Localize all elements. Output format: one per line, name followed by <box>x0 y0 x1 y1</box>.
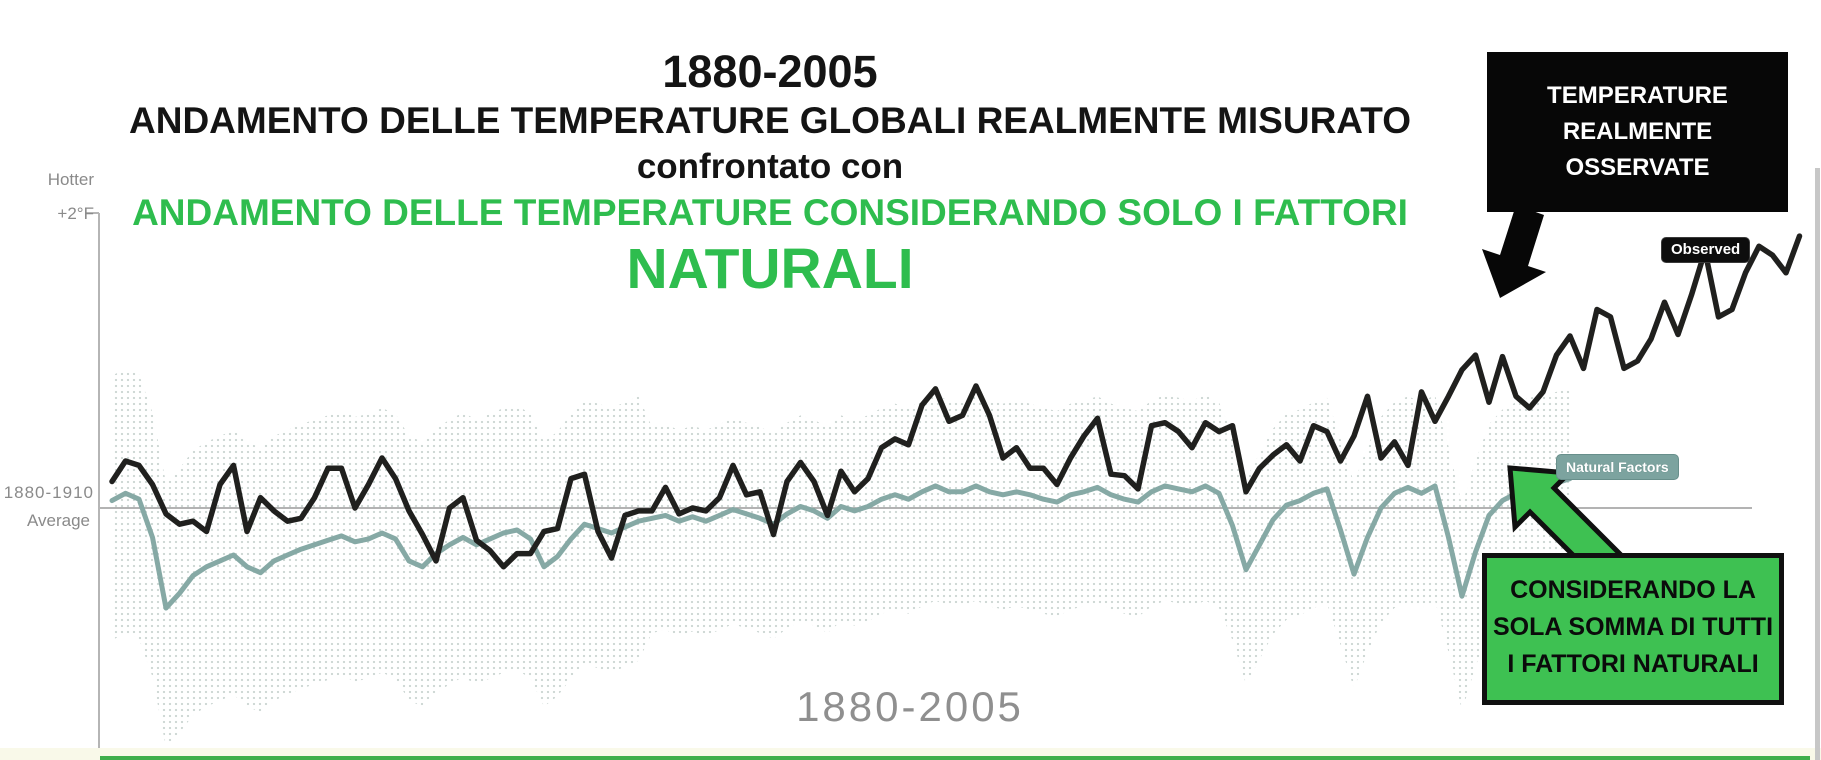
natural-factors-series-badge: Natural Factors <box>1556 454 1679 480</box>
observed-temperature-line <box>109 233 1803 570</box>
baseline-label-years: 1880-1910 <box>3 483 94 502</box>
natural-callout-box: CONSIDERANDO LA SOLA SOMMA DI TUTTI I FA… <box>1482 553 1784 705</box>
natural-callout-line1: CONSIDERANDO LA <box>1510 576 1756 604</box>
plus2f-label: +2°F <box>57 204 94 223</box>
bottom-green-bar <box>100 756 1810 760</box>
black-arrow-down-icon <box>1482 205 1546 298</box>
observed-callout-line1: TEMPERATURE <box>1547 82 1728 109</box>
natural-callout-line3: I FATTORI NATURALI <box>1507 650 1759 678</box>
observed-callout-line2: REALMENTE <box>1562 118 1713 145</box>
observed-series-badge: Observed <box>1661 237 1751 263</box>
natural-factors-line <box>109 476 1573 611</box>
vertical-scrollbar[interactable] <box>1815 168 1820 760</box>
observed-callout-line3: OSSERVATE <box>1565 154 1710 181</box>
observed-callout-box: TEMPERATURE REALMENTE OSSERVATE <box>1487 52 1788 212</box>
y-axis-labels: Hotter +2°F 1880-1910 Average <box>0 0 94 760</box>
baseline-label-average: Average <box>26 511 90 530</box>
x-axis-range-label: 1880-2005 <box>796 683 1024 730</box>
uncertainty-band <box>112 368 1570 748</box>
natural-callout-line2: SOLA SOMMA DI TUTTI <box>1492 613 1774 641</box>
hotter-label: Hotter <box>47 170 94 189</box>
